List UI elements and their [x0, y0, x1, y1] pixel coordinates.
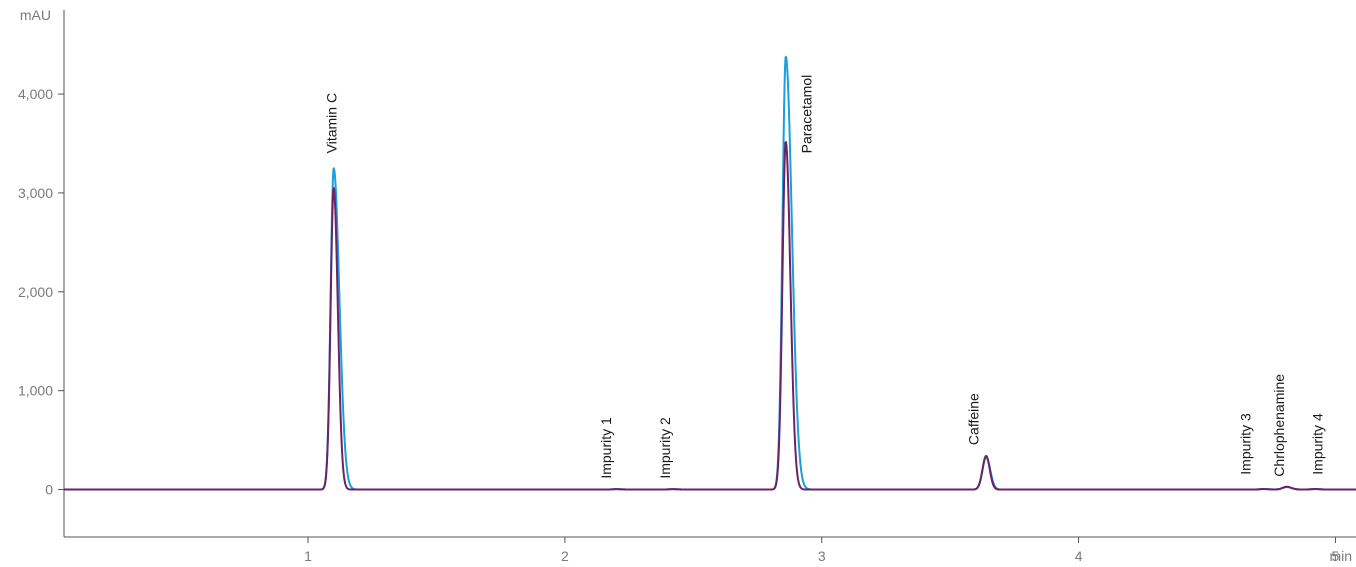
- y-tick-label: 0: [45, 482, 53, 498]
- series-line-1: [63, 55, 1356, 491]
- series-line-2: [63, 141, 1356, 491]
- y-tick-label: 3,000: [18, 185, 53, 201]
- x-tick-label: 5: [1332, 548, 1340, 564]
- x-tick-label: 4: [1075, 548, 1083, 564]
- peak-label: Chrlophenamine: [1271, 374, 1287, 477]
- x-tick-label: 3: [818, 548, 826, 564]
- series-layer: [63, 55, 1356, 491]
- y-unit-label: mAU: [20, 7, 51, 23]
- peak-label: Impurity 4: [1310, 413, 1326, 475]
- y-tick-label: 1,000: [18, 383, 53, 399]
- peak-label: Impurity 3: [1238, 413, 1254, 475]
- peak-label: Impurity 1: [598, 417, 614, 479]
- y-ticks: 0 1,000 2,000 3,000 4,000: [18, 86, 64, 498]
- x-unit-label: min: [1329, 548, 1352, 564]
- x-tick-label: 2: [561, 548, 569, 564]
- peak-label: Caffeine: [965, 393, 981, 445]
- y-tick-label: 2,000: [18, 284, 53, 300]
- peak-labels: Vitamin C Impurity 1 Impurity 2 Paracetamol…: [323, 75, 1325, 479]
- x-tick-label: 1: [304, 548, 312, 564]
- axes: [63, 10, 1356, 538]
- peak-label: Vitamin C: [323, 93, 339, 153]
- peak-label: Paracetamol: [798, 75, 814, 154]
- x-ticks: 1 2 3 4 5: [304, 537, 1340, 564]
- y-tick-label: 4,000: [18, 86, 53, 102]
- peak-label: Impurity 2: [657, 417, 673, 479]
